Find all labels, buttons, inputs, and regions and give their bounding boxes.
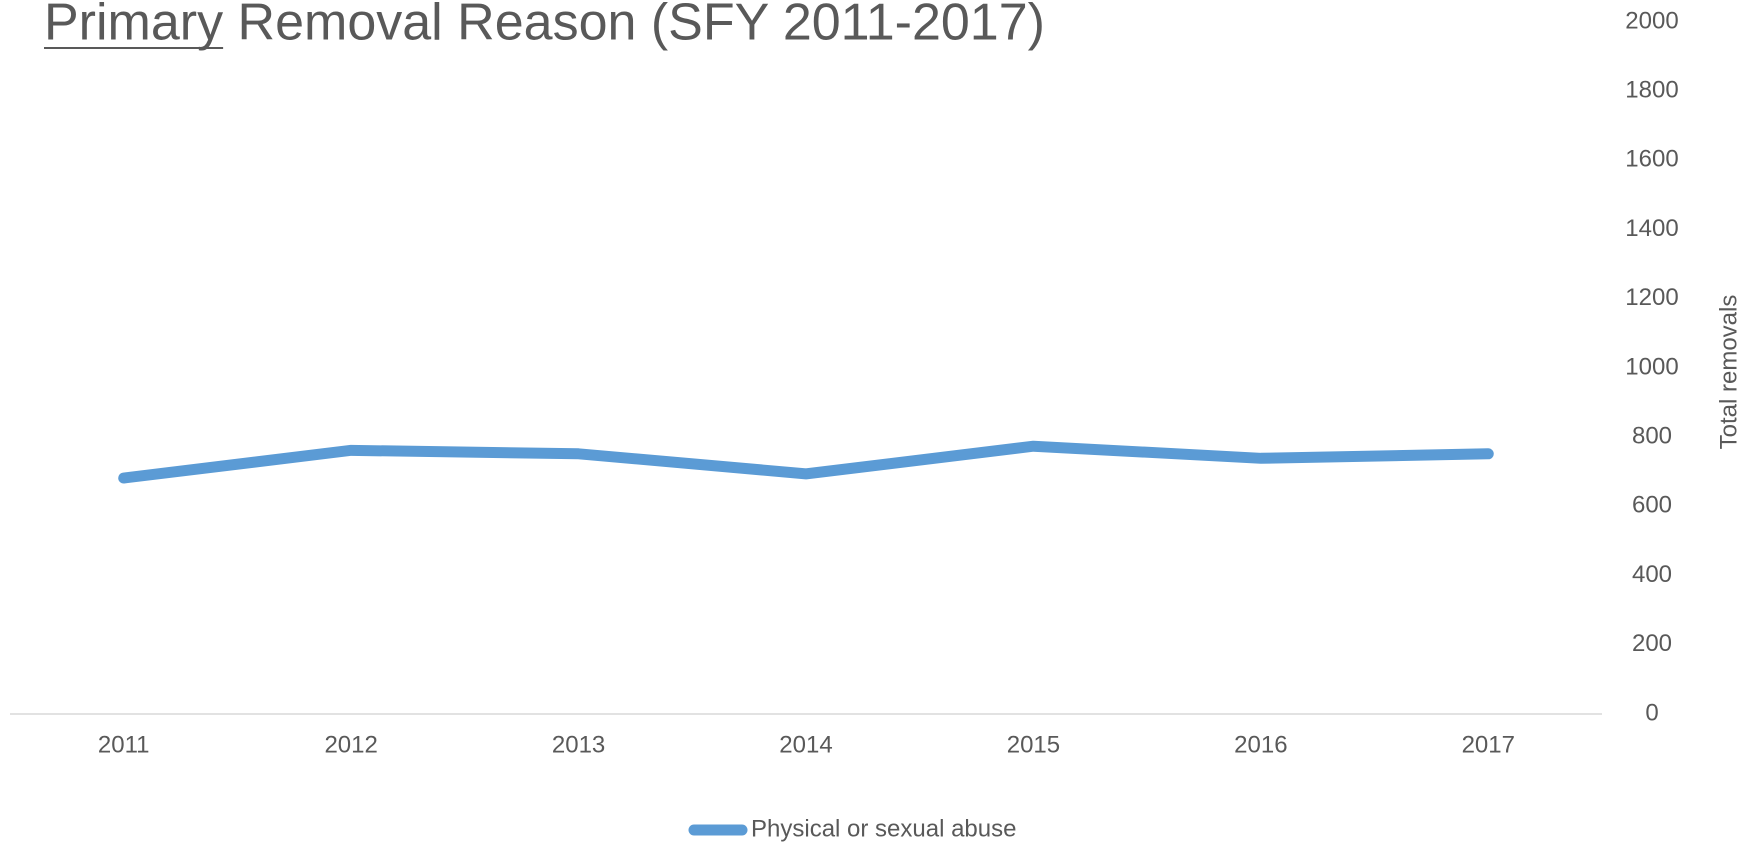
x-tick-label: 2017: [1462, 731, 1515, 758]
line-series: [118, 440, 1494, 484]
y-tick-label: 0: [1645, 699, 1658, 726]
x-tick-label: 2013: [552, 731, 605, 758]
y-tick-label: 1600: [1625, 146, 1678, 173]
x-tick-label: 2015: [1007, 731, 1060, 758]
y-axis-label: Total removals: [1715, 295, 1742, 450]
y-tick-label: 800: [1632, 423, 1672, 450]
y-tick-label: 1800: [1625, 77, 1678, 104]
y-tick-label: 400: [1632, 561, 1672, 588]
y-tick-label: 600: [1632, 492, 1672, 519]
chart-title: Primary Removal Reason (SFY 2011-2017): [44, 0, 1045, 52]
x-tick-label: 2012: [324, 731, 377, 758]
legend-label: Physical or sexual abuse: [751, 815, 1016, 842]
x-tick-label: 2014: [779, 731, 832, 758]
y-tick-label: 1400: [1625, 215, 1678, 242]
x-tick-label: 2011: [98, 731, 150, 758]
y-tick-label: 1000: [1625, 353, 1678, 380]
x-tick-label: 2016: [1234, 731, 1287, 758]
y-tick-label: 2000: [1625, 7, 1678, 34]
y-tick-label: 200: [1632, 630, 1672, 657]
y-tick-label: 1200: [1625, 284, 1678, 311]
